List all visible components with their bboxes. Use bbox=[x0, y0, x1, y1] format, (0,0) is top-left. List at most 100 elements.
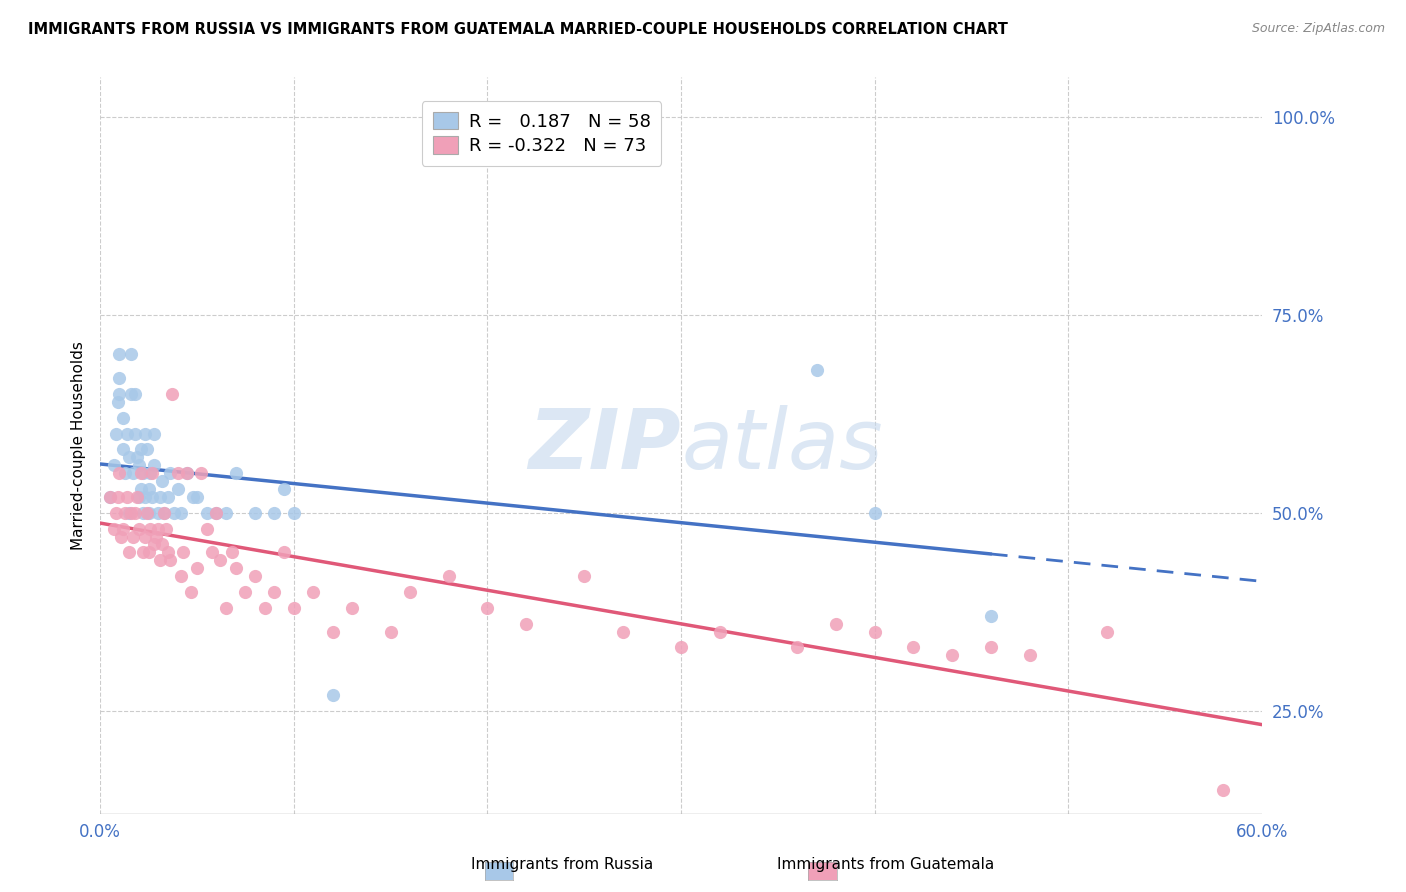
Point bbox=[128, 490, 150, 504]
Point bbox=[153, 506, 176, 520]
Point bbox=[124, 506, 146, 520]
Point bbox=[195, 522, 218, 536]
Point bbox=[340, 600, 363, 615]
Point bbox=[786, 640, 808, 655]
Point bbox=[1095, 624, 1118, 639]
Point bbox=[129, 482, 152, 496]
Point bbox=[235, 585, 257, 599]
Point bbox=[205, 506, 228, 520]
Point bbox=[159, 553, 181, 567]
Point bbox=[112, 522, 135, 536]
Point bbox=[124, 426, 146, 441]
Point bbox=[108, 467, 131, 481]
Point bbox=[149, 553, 172, 567]
Point bbox=[190, 467, 212, 481]
Point bbox=[145, 530, 167, 544]
Point bbox=[399, 585, 422, 599]
Point bbox=[124, 387, 146, 401]
Point bbox=[806, 363, 828, 377]
Point bbox=[477, 600, 499, 615]
Point bbox=[103, 522, 125, 536]
Point bbox=[980, 608, 1002, 623]
Point bbox=[321, 624, 343, 639]
Point bbox=[273, 545, 295, 559]
Point bbox=[186, 490, 208, 504]
Point bbox=[205, 506, 228, 520]
Point bbox=[709, 624, 731, 639]
Point bbox=[120, 506, 142, 520]
Text: Source: ZipAtlas.com: Source: ZipAtlas.com bbox=[1251, 22, 1385, 36]
Point bbox=[150, 474, 173, 488]
Point bbox=[225, 561, 247, 575]
Point bbox=[134, 530, 156, 544]
Point bbox=[515, 616, 537, 631]
Point bbox=[107, 490, 129, 504]
Point bbox=[135, 442, 157, 457]
Point bbox=[437, 569, 460, 583]
Point bbox=[120, 347, 142, 361]
Point bbox=[243, 506, 266, 520]
Point bbox=[321, 688, 343, 702]
Point bbox=[283, 600, 305, 615]
Point bbox=[138, 545, 160, 559]
Point bbox=[160, 387, 183, 401]
Point bbox=[128, 458, 150, 473]
Point bbox=[980, 640, 1002, 655]
Point bbox=[201, 545, 224, 559]
Point bbox=[112, 410, 135, 425]
Point bbox=[166, 467, 188, 481]
Point bbox=[129, 467, 152, 481]
Point bbox=[380, 624, 402, 639]
Point bbox=[132, 506, 155, 520]
Point bbox=[263, 506, 285, 520]
Point bbox=[103, 458, 125, 473]
Point bbox=[148, 506, 170, 520]
Point bbox=[225, 467, 247, 481]
Point bbox=[148, 522, 170, 536]
Point bbox=[170, 569, 193, 583]
Point bbox=[143, 537, 166, 551]
Point bbox=[574, 569, 596, 583]
Text: atlas: atlas bbox=[681, 405, 883, 486]
Point bbox=[273, 482, 295, 496]
Point bbox=[132, 545, 155, 559]
Point bbox=[825, 616, 848, 631]
Point bbox=[209, 553, 232, 567]
Point bbox=[104, 426, 127, 441]
Text: Immigrants from Russia: Immigrants from Russia bbox=[471, 857, 654, 872]
Point bbox=[176, 467, 198, 481]
Point bbox=[122, 530, 145, 544]
Point bbox=[181, 490, 204, 504]
Text: ZIP: ZIP bbox=[529, 405, 681, 486]
Point bbox=[141, 467, 163, 481]
Point bbox=[170, 506, 193, 520]
Point bbox=[118, 545, 141, 559]
Y-axis label: Married-couple Households: Married-couple Households bbox=[72, 341, 86, 550]
Point bbox=[283, 506, 305, 520]
Point bbox=[110, 530, 132, 544]
Point bbox=[253, 600, 276, 615]
Point bbox=[114, 467, 136, 481]
Point bbox=[176, 467, 198, 481]
Point bbox=[139, 522, 162, 536]
Point bbox=[108, 371, 131, 385]
Point bbox=[138, 482, 160, 496]
Point bbox=[243, 569, 266, 583]
Point bbox=[941, 648, 963, 663]
Point bbox=[108, 387, 131, 401]
Point bbox=[98, 490, 121, 504]
Point bbox=[125, 490, 148, 504]
Point bbox=[134, 426, 156, 441]
Point bbox=[104, 506, 127, 520]
Point bbox=[180, 585, 202, 599]
Point bbox=[215, 506, 238, 520]
Point bbox=[143, 426, 166, 441]
Point bbox=[120, 387, 142, 401]
Point bbox=[108, 347, 131, 361]
Point bbox=[107, 395, 129, 409]
Point bbox=[132, 467, 155, 481]
Point bbox=[141, 490, 163, 504]
Point bbox=[118, 506, 141, 520]
Point bbox=[114, 506, 136, 520]
Point bbox=[139, 467, 162, 481]
